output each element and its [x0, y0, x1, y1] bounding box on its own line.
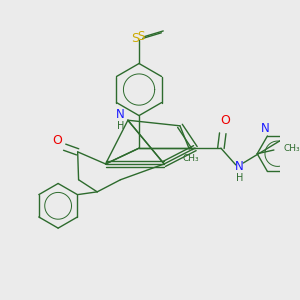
Text: CH₃: CH₃ — [183, 154, 200, 163]
Text: S: S — [137, 30, 145, 43]
Text: N: N — [261, 122, 270, 135]
Text: CH₃: CH₃ — [283, 144, 300, 153]
Text: N: N — [235, 160, 244, 173]
Text: O: O — [52, 134, 62, 147]
Text: H: H — [117, 121, 124, 131]
Text: H: H — [236, 173, 243, 183]
Text: O: O — [220, 114, 230, 127]
Text: S: S — [131, 32, 139, 45]
Text: N: N — [116, 108, 125, 121]
